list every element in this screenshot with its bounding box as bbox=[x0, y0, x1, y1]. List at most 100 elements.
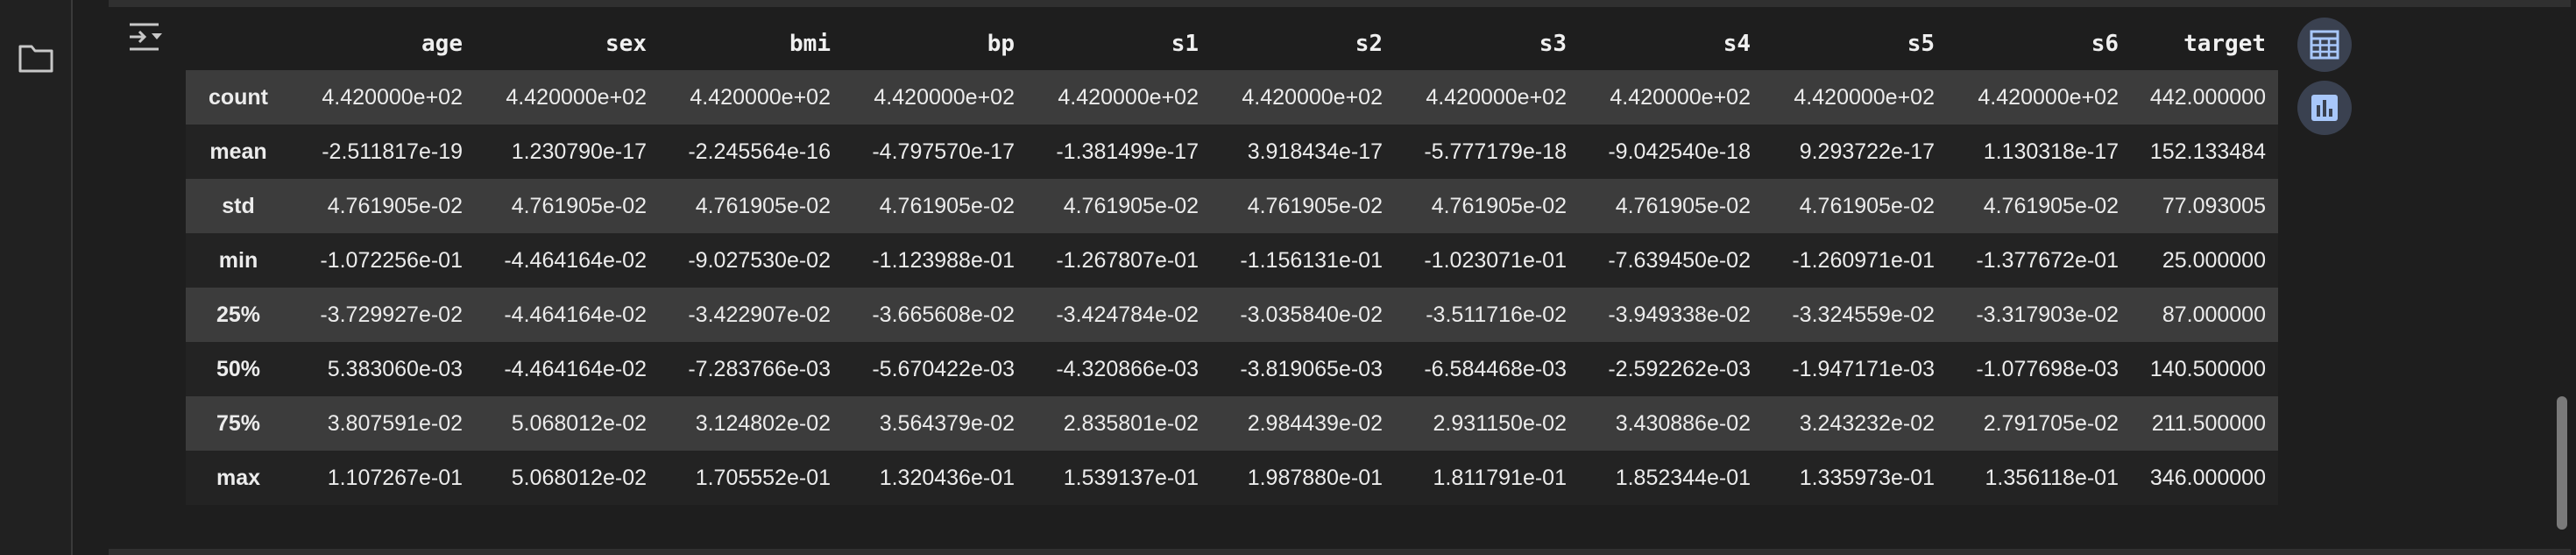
table-cell: -5.777179e-18 bbox=[1424, 139, 1567, 164]
column-header-s5: s5 bbox=[1907, 31, 1935, 57]
table-view-button[interactable] bbox=[2297, 18, 2352, 72]
column-header-s6: s6 bbox=[2091, 31, 2119, 57]
table-cell: 1.356118e-01 bbox=[1985, 465, 2119, 490]
folder-icon[interactable] bbox=[18, 42, 54, 74]
table-row: 25% -3.729927e-02 -4.464164e-02 -3.422907e-… bbox=[186, 288, 2278, 342]
table-cell: 1.230790e-17 bbox=[511, 139, 647, 164]
table-cell: 2.984439e-02 bbox=[1247, 410, 1383, 436]
table-row: max 1.107267e-01 5.068012e-02 1.705552e-01 1… bbox=[186, 451, 2278, 505]
bar-chart-icon bbox=[2311, 95, 2338, 121]
table-cell: 1.539137e-01 bbox=[1063, 465, 1199, 490]
table-cell: 4.761905e-02 bbox=[1247, 193, 1383, 218]
table-cell: 5.068012e-02 bbox=[511, 465, 647, 490]
table-cell: -4.464164e-02 bbox=[504, 247, 647, 273]
table-cell: 4.420000e+02 bbox=[1610, 84, 1751, 110]
table-cell: 4.420000e+02 bbox=[1058, 84, 1199, 110]
table-cell: -3.729927e-02 bbox=[320, 302, 463, 327]
row-label: std bbox=[222, 193, 255, 218]
column-header-age: age bbox=[421, 31, 463, 57]
column-header-sex: sex bbox=[605, 31, 647, 57]
table-cell: 152.133484 bbox=[2149, 139, 2266, 164]
table-cell: -3.949338e-02 bbox=[1608, 302, 1751, 327]
table-cell: 1.852344e-01 bbox=[1615, 465, 1751, 490]
table-row: std 4.761905e-02 4.761905e-02 4.761905e-02 4… bbox=[186, 179, 2278, 233]
table-cell: 1.811791e-01 bbox=[1433, 465, 1567, 490]
column-header-s3: s3 bbox=[1539, 31, 1567, 57]
table-cell: 5.383060e-03 bbox=[327, 356, 463, 381]
table-cell: -1.260971e-01 bbox=[1792, 247, 1935, 273]
table-cell: -4.797570e-17 bbox=[872, 139, 1015, 164]
table-cell: -1.077698e-03 bbox=[1976, 356, 2119, 381]
table-cell: 140.500000 bbox=[2149, 356, 2266, 381]
column-header-bmi: bmi bbox=[789, 31, 831, 57]
table-cell: 4.420000e+02 bbox=[1978, 84, 2119, 110]
scrollbar-thumb[interactable] bbox=[2557, 396, 2567, 530]
table-cell: -1.072256e-01 bbox=[320, 247, 463, 273]
chart-suggest-button[interactable] bbox=[2297, 81, 2352, 135]
table-cell: -9.042540e-18 bbox=[1608, 139, 1751, 164]
table-cell: 1.335973e-01 bbox=[1799, 465, 1935, 490]
table-cell: 211.500000 bbox=[2151, 410, 2266, 436]
table-cell: 1.705552e-01 bbox=[695, 465, 831, 490]
table-cell: 4.761905e-02 bbox=[1615, 193, 1751, 218]
table-cell: -1.267807e-01 bbox=[1056, 247, 1199, 273]
table-cell: -2.511817e-19 bbox=[322, 139, 463, 164]
table-icon bbox=[2310, 30, 2339, 60]
table-cell: 3.564379e-02 bbox=[879, 410, 1015, 436]
row-label: mean bbox=[209, 139, 267, 164]
table-cell: -1.023071e-01 bbox=[1424, 247, 1567, 273]
cell-bottom-border bbox=[109, 549, 2571, 555]
table-row: min -1.072256e-01 -4.464164e-02 -9.027530e-… bbox=[186, 233, 2278, 288]
column-header-bp: bp bbox=[987, 31, 1015, 57]
column-header-s4: s4 bbox=[1723, 31, 1751, 57]
table-cell: 1.320436e-01 bbox=[879, 465, 1015, 490]
table-cell: 4.420000e+02 bbox=[1426, 84, 1567, 110]
table-cell: 4.420000e+02 bbox=[1794, 84, 1935, 110]
table-cell: 4.420000e+02 bbox=[1242, 84, 1383, 110]
table-cell: -7.283766e-03 bbox=[688, 356, 831, 381]
table-cell: 77.093005 bbox=[2162, 193, 2266, 218]
table-cell: -4.320866e-03 bbox=[1056, 356, 1199, 381]
row-label: max bbox=[216, 465, 261, 490]
table-cell: 25.000000 bbox=[2162, 247, 2266, 273]
table-cell: 4.761905e-02 bbox=[1063, 193, 1199, 218]
table-cell: -3.511716e-02 bbox=[1426, 302, 1567, 327]
table-row: count 4.420000e+02 4.420000e+02 4.420000e+0… bbox=[186, 70, 2278, 125]
table-cell: 3.918434e-17 bbox=[1247, 139, 1383, 164]
table-cell: 4.420000e+02 bbox=[874, 84, 1015, 110]
table-cell: 4.761905e-02 bbox=[327, 193, 463, 218]
table-cell: 442.000000 bbox=[2149, 84, 2266, 110]
table-cell: 2.791705e-02 bbox=[1983, 410, 2119, 436]
table-cell: 5.068012e-02 bbox=[511, 410, 647, 436]
table-row: 75% 3.807591e-02 5.068012e-02 3.124802e-02 3… bbox=[186, 396, 2278, 451]
column-header-s2: s2 bbox=[1355, 31, 1383, 57]
table-cell: -7.639450e-02 bbox=[1608, 247, 1751, 273]
column-header-s1: s1 bbox=[1171, 31, 1199, 57]
table-cell: -4.464164e-02 bbox=[504, 302, 647, 327]
table-cell: 9.293722e-17 bbox=[1799, 139, 1935, 164]
table-cell: -3.317903e-02 bbox=[1976, 302, 2119, 327]
table-cell: 3.430886e-02 bbox=[1615, 410, 1751, 436]
table-cell: 2.835801e-02 bbox=[1063, 410, 1199, 436]
table-cell: -1.123988e-01 bbox=[872, 247, 1015, 273]
table-cell: 4.761905e-02 bbox=[1983, 193, 2119, 218]
table-cell: 4.761905e-02 bbox=[1799, 193, 1935, 218]
row-label: 75% bbox=[216, 410, 261, 436]
left-sidebar bbox=[0, 0, 73, 555]
table-cell: -2.245564e-16 bbox=[688, 139, 831, 164]
row-label: min bbox=[218, 247, 258, 273]
table-cell: 4.420000e+02 bbox=[690, 84, 831, 110]
table-cell: 346.000000 bbox=[2149, 465, 2266, 490]
table-cell: -3.422907e-02 bbox=[688, 302, 831, 327]
row-label: 50% bbox=[216, 356, 261, 381]
describe-table: age sex bmi bp s1 s2 s3 s4 s5 s6 target … bbox=[186, 18, 2278, 505]
table-header-row: age sex bmi bp s1 s2 s3 s4 s5 s6 target bbox=[186, 18, 2278, 70]
table-cell: 4.761905e-02 bbox=[879, 193, 1015, 218]
table-cell: -1.156131e-01 bbox=[1240, 247, 1383, 273]
table-cell: 4.761905e-02 bbox=[511, 193, 647, 218]
table-cell: -3.424784e-02 bbox=[1056, 302, 1199, 327]
column-header-index bbox=[186, 18, 291, 70]
output-collapse-icon[interactable] bbox=[127, 18, 166, 56]
table-cell: -3.819065e-03 bbox=[1240, 356, 1383, 381]
table-cell: 1.130318e-17 bbox=[1983, 139, 2119, 164]
